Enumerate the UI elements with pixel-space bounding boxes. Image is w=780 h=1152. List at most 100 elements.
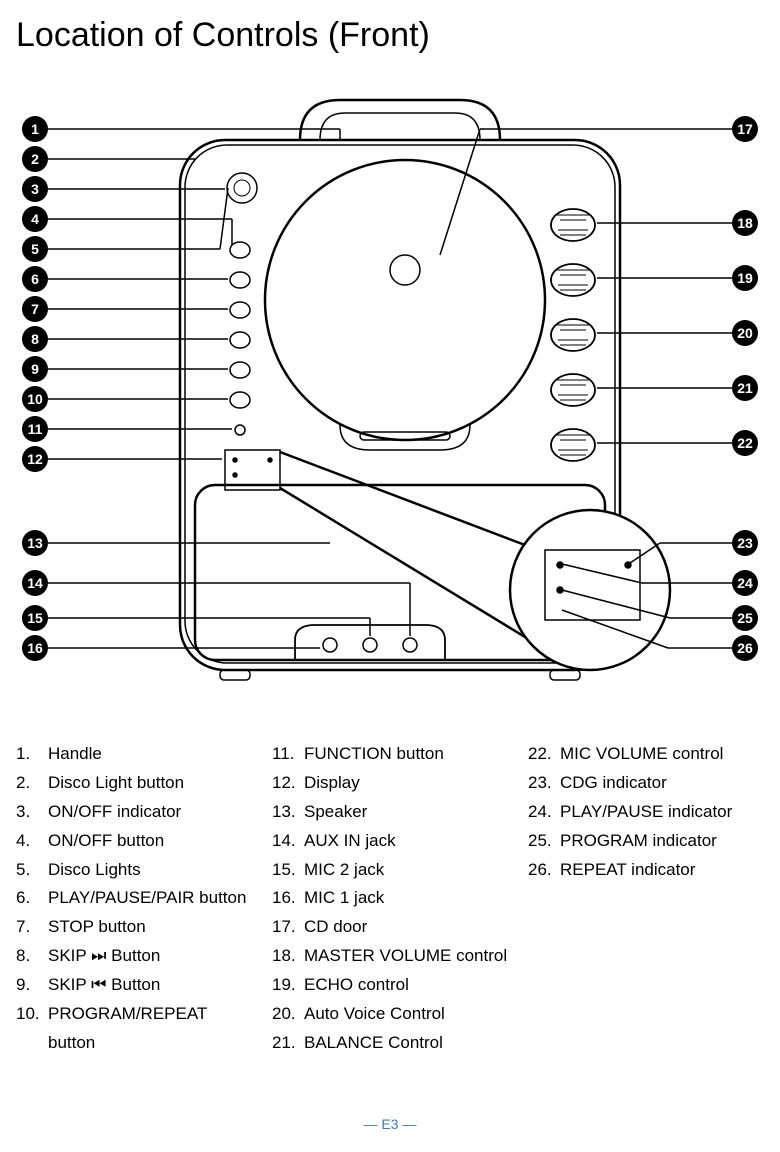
callout-1: 1 xyxy=(22,116,48,142)
page-title: Location of Controls (Front) xyxy=(16,16,430,55)
legend-item: 22.MIC VOLUME control xyxy=(528,740,764,769)
legend-num: 11. xyxy=(272,740,304,769)
callout-16: 16 xyxy=(22,635,48,661)
legend-text: Disco Lights xyxy=(48,856,252,885)
callout-22: 22 xyxy=(732,430,758,456)
legend-col-2: 11.FUNCTION button12.Display13.Speaker14… xyxy=(272,740,508,1058)
callout-20: 20 xyxy=(732,320,758,346)
legend-text: ON/OFF button xyxy=(48,827,252,856)
legend-num: 4. xyxy=(16,827,48,856)
legend-item: 25.PROGRAM indicator xyxy=(528,827,764,856)
legend-num: 24. xyxy=(528,798,560,827)
legend-num: 1. xyxy=(16,740,48,769)
callout-19: 19 xyxy=(732,265,758,291)
legend-text: STOP button xyxy=(48,913,252,942)
legend-item: 17.CD door xyxy=(272,913,508,942)
legend-item: 8.SKIP ⏭ Button xyxy=(16,942,252,971)
legend-text: ECHO control xyxy=(304,971,508,1000)
legend-item: 15.MIC 2 jack xyxy=(272,856,508,885)
callout-2: 2 xyxy=(22,146,48,172)
legend-item: 2.Disco Light button xyxy=(16,769,252,798)
callout-6: 6 xyxy=(22,266,48,292)
legend-text: Handle xyxy=(48,740,252,769)
callout-4: 4 xyxy=(22,206,48,232)
callout-11: 11 xyxy=(22,416,48,442)
legend-item: 11.FUNCTION button xyxy=(272,740,508,769)
legend-text: Disco Light button xyxy=(48,769,252,798)
legend-num: 6. xyxy=(16,884,48,913)
legend-num: 9. xyxy=(16,971,48,1000)
legend-text: PROGRAM indicator xyxy=(560,827,764,856)
callout-12: 12 xyxy=(22,446,48,472)
legend: 1.Handle2.Disco Light button3.ON/OFF ind… xyxy=(16,740,764,1058)
callout-9: 9 xyxy=(22,356,48,382)
legend-col-1: 1.Handle2.Disco Light button3.ON/OFF ind… xyxy=(16,740,252,1058)
callout-17: 17 xyxy=(732,116,758,142)
legend-item: 23.CDG indicator xyxy=(528,769,764,798)
legend-num: 14. xyxy=(272,827,304,856)
legend-item: 10.PROGRAM/REPEAT button xyxy=(16,1000,252,1058)
callout-10: 10 xyxy=(22,386,48,412)
callout-18: 18 xyxy=(732,210,758,236)
device-diagram: 1234567891011121314151617181920212223242… xyxy=(0,80,780,700)
legend-text: PROGRAM/REPEAT button xyxy=(48,1000,252,1058)
legend-item: 12.Display xyxy=(272,769,508,798)
callout-24: 24 xyxy=(732,570,758,596)
callout-14: 14 xyxy=(22,570,48,596)
legend-num: 25. xyxy=(528,827,560,856)
legend-text: MIC 2 jack xyxy=(304,856,508,885)
legend-num: 15. xyxy=(272,856,304,885)
legend-item: 14.AUX IN jack xyxy=(272,827,508,856)
legend-num: 21. xyxy=(272,1029,304,1058)
legend-text: FUNCTION button xyxy=(304,740,508,769)
callout-23: 23 xyxy=(732,530,758,556)
callout-3: 3 xyxy=(22,176,48,202)
legend-item: 3.ON/OFF indicator xyxy=(16,798,252,827)
callout-7: 7 xyxy=(22,296,48,322)
legend-item: 7.STOP button xyxy=(16,913,252,942)
legend-num: 18. xyxy=(272,942,304,971)
legend-text: BALANCE Control xyxy=(304,1029,508,1058)
legend-text: Display xyxy=(304,769,508,798)
device-illustration xyxy=(0,80,780,700)
callout-13: 13 xyxy=(22,530,48,556)
legend-num: 7. xyxy=(16,913,48,942)
legend-num: 13. xyxy=(272,798,304,827)
legend-item: 1.Handle xyxy=(16,740,252,769)
page-footer: — E3 — xyxy=(0,1116,780,1132)
legend-num: 8. xyxy=(16,942,48,971)
legend-text: Speaker xyxy=(304,798,508,827)
legend-num: 5. xyxy=(16,856,48,885)
legend-text: ON/OFF indicator xyxy=(48,798,252,827)
legend-text: REPEAT indicator xyxy=(560,856,764,885)
legend-item: 6.PLAY/PAUSE/PAIR button xyxy=(16,884,252,913)
legend-num: 17. xyxy=(272,913,304,942)
legend-item: 19.ECHO control xyxy=(272,971,508,1000)
legend-text: MIC 1 jack xyxy=(304,884,508,913)
legend-item: 16.MIC 1 jack xyxy=(272,884,508,913)
legend-item: 4.ON/OFF button xyxy=(16,827,252,856)
callout-26: 26 xyxy=(732,635,758,661)
legend-item: 26.REPEAT indicator xyxy=(528,856,764,885)
legend-num: 19. xyxy=(272,971,304,1000)
legend-item: 21.BALANCE Control xyxy=(272,1029,508,1058)
legend-text: SKIP ⏭ Button xyxy=(48,942,252,971)
legend-text: SKIP ⏮ Button xyxy=(48,971,252,1000)
legend-item: 20.Auto Voice Control xyxy=(272,1000,508,1029)
legend-num: 10. xyxy=(16,1000,48,1058)
legend-text: PLAY/PAUSE indicator xyxy=(560,798,764,827)
legend-item: 5.Disco Lights xyxy=(16,856,252,885)
legend-num: 22. xyxy=(528,740,560,769)
legend-item: 13.Speaker xyxy=(272,798,508,827)
callout-21: 21 xyxy=(732,375,758,401)
legend-text: Auto Voice Control xyxy=(304,1000,508,1029)
legend-num: 23. xyxy=(528,769,560,798)
legend-text: CD door xyxy=(304,913,508,942)
callout-15: 15 xyxy=(22,605,48,631)
legend-col-3: 22.MIC VOLUME control23.CDG indicator24.… xyxy=(528,740,764,1058)
legend-text: MASTER VOLUME control xyxy=(304,942,508,971)
legend-text: CDG indicator xyxy=(560,769,764,798)
callout-25: 25 xyxy=(732,605,758,631)
legend-item: 9.SKIP ⏮ Button xyxy=(16,971,252,1000)
legend-num: 26. xyxy=(528,856,560,885)
